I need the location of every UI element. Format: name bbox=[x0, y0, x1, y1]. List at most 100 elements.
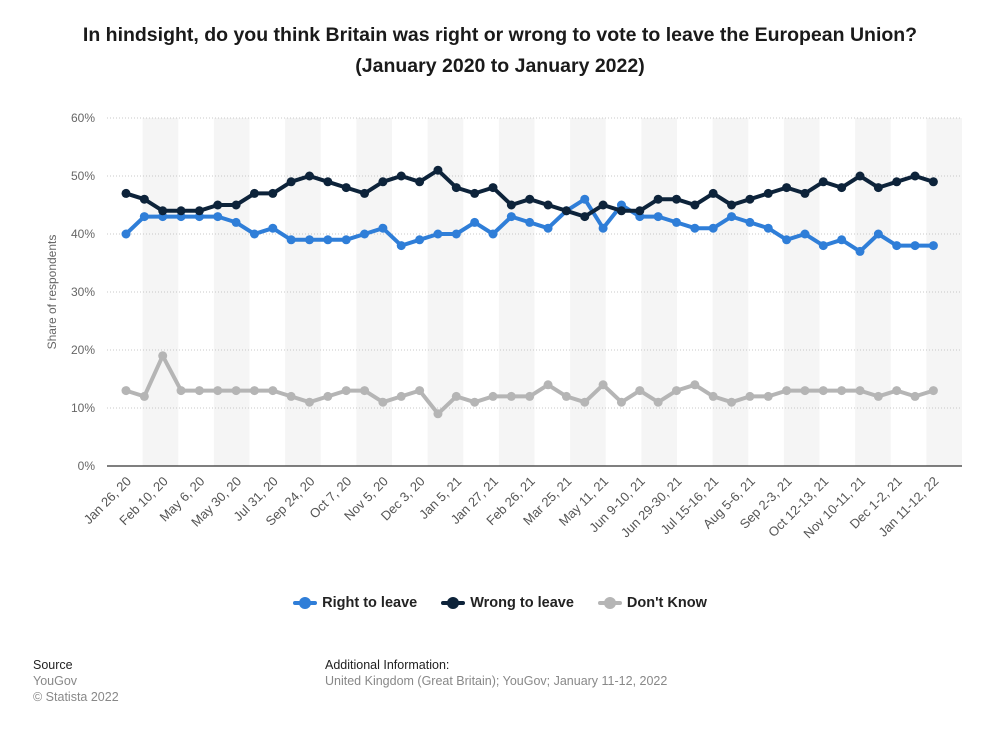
data-point-don-t-know[interactable] bbox=[525, 391, 535, 401]
data-point-right-to-leave[interactable] bbox=[451, 229, 461, 239]
data-point-don-t-know[interactable] bbox=[561, 391, 571, 401]
data-point-wrong-to-leave[interactable] bbox=[818, 177, 828, 187]
data-point-right-to-leave[interactable] bbox=[360, 229, 370, 239]
data-point-right-to-leave[interactable] bbox=[139, 212, 149, 222]
legend-item-dont-know[interactable]: Don't Know bbox=[597, 595, 707, 611]
data-point-don-t-know[interactable] bbox=[543, 380, 553, 390]
data-point-don-t-know[interactable] bbox=[433, 409, 443, 419]
data-point-right-to-leave[interactable] bbox=[378, 223, 388, 233]
data-point-wrong-to-leave[interactable] bbox=[249, 188, 259, 198]
data-point-wrong-to-leave[interactable] bbox=[433, 165, 443, 175]
data-point-wrong-to-leave[interactable] bbox=[360, 188, 370, 198]
data-point-don-t-know[interactable] bbox=[341, 386, 351, 396]
data-point-wrong-to-leave[interactable] bbox=[525, 194, 535, 204]
data-point-wrong-to-leave[interactable] bbox=[561, 206, 571, 216]
data-point-right-to-leave[interactable] bbox=[892, 241, 902, 251]
data-point-right-to-leave[interactable] bbox=[543, 223, 553, 233]
data-point-right-to-leave[interactable] bbox=[525, 217, 535, 227]
data-point-don-t-know[interactable] bbox=[470, 397, 480, 407]
data-point-don-t-know[interactable] bbox=[286, 391, 296, 401]
data-point-right-to-leave[interactable] bbox=[433, 229, 443, 239]
data-point-wrong-to-leave[interactable] bbox=[305, 171, 314, 181]
data-point-right-to-leave[interactable] bbox=[121, 229, 131, 239]
data-point-right-to-leave[interactable] bbox=[286, 235, 296, 245]
data-point-wrong-to-leave[interactable] bbox=[873, 183, 883, 193]
data-point-right-to-leave[interactable] bbox=[910, 241, 920, 251]
data-point-wrong-to-leave[interactable] bbox=[286, 177, 296, 187]
data-point-right-to-leave[interactable] bbox=[305, 235, 314, 245]
data-point-don-t-know[interactable] bbox=[305, 397, 314, 407]
data-point-don-t-know[interactable] bbox=[892, 386, 902, 396]
data-point-wrong-to-leave[interactable] bbox=[323, 177, 333, 187]
data-point-don-t-know[interactable] bbox=[653, 397, 663, 407]
data-point-wrong-to-leave[interactable] bbox=[800, 188, 810, 198]
data-point-don-t-know[interactable] bbox=[360, 386, 370, 396]
data-point-wrong-to-leave[interactable] bbox=[543, 200, 553, 210]
data-point-right-to-leave[interactable] bbox=[800, 229, 810, 239]
data-point-right-to-leave[interactable] bbox=[928, 241, 938, 251]
data-point-don-t-know[interactable] bbox=[873, 391, 883, 401]
data-point-don-t-know[interactable] bbox=[378, 397, 388, 407]
data-point-right-to-leave[interactable] bbox=[341, 235, 351, 245]
data-point-don-t-know[interactable] bbox=[928, 386, 938, 396]
data-point-right-to-leave[interactable] bbox=[323, 235, 333, 245]
data-point-right-to-leave[interactable] bbox=[653, 212, 663, 222]
data-point-right-to-leave[interactable] bbox=[727, 212, 737, 222]
data-point-wrong-to-leave[interactable] bbox=[837, 183, 847, 193]
data-point-wrong-to-leave[interactable] bbox=[782, 183, 792, 193]
data-point-don-t-know[interactable] bbox=[745, 391, 755, 401]
data-point-don-t-know[interactable] bbox=[727, 397, 737, 407]
data-point-wrong-to-leave[interactable] bbox=[341, 183, 351, 193]
data-point-right-to-leave[interactable] bbox=[818, 241, 828, 251]
data-point-right-to-leave[interactable] bbox=[231, 217, 241, 227]
data-point-wrong-to-leave[interactable] bbox=[727, 200, 737, 210]
data-point-wrong-to-leave[interactable] bbox=[415, 177, 425, 187]
data-point-wrong-to-leave[interactable] bbox=[488, 183, 498, 193]
data-point-wrong-to-leave[interactable] bbox=[194, 206, 204, 216]
data-point-right-to-leave[interactable] bbox=[396, 241, 406, 251]
data-point-don-t-know[interactable] bbox=[323, 391, 333, 401]
data-point-right-to-leave[interactable] bbox=[782, 235, 792, 245]
data-point-don-t-know[interactable] bbox=[690, 380, 700, 390]
data-point-wrong-to-leave[interactable] bbox=[121, 188, 131, 198]
data-point-don-t-know[interactable] bbox=[855, 386, 865, 396]
data-point-don-t-know[interactable] bbox=[616, 397, 626, 407]
data-point-right-to-leave[interactable] bbox=[580, 194, 590, 204]
data-point-right-to-leave[interactable] bbox=[213, 212, 223, 222]
data-point-wrong-to-leave[interactable] bbox=[580, 212, 590, 222]
data-point-wrong-to-leave[interactable] bbox=[158, 206, 168, 216]
data-point-wrong-to-leave[interactable] bbox=[635, 206, 645, 216]
data-point-wrong-to-leave[interactable] bbox=[690, 200, 700, 210]
data-point-don-t-know[interactable] bbox=[598, 380, 608, 390]
data-point-don-t-know[interactable] bbox=[139, 391, 149, 401]
data-point-right-to-leave[interactable] bbox=[506, 212, 516, 222]
data-point-right-to-leave[interactable] bbox=[763, 223, 773, 233]
data-point-right-to-leave[interactable] bbox=[855, 246, 865, 256]
data-point-right-to-leave[interactable] bbox=[598, 223, 608, 233]
data-point-wrong-to-leave[interactable] bbox=[231, 200, 241, 210]
data-point-wrong-to-leave[interactable] bbox=[378, 177, 388, 187]
data-point-don-t-know[interactable] bbox=[268, 386, 278, 396]
data-point-wrong-to-leave[interactable] bbox=[672, 194, 681, 204]
data-point-wrong-to-leave[interactable] bbox=[708, 188, 718, 198]
data-point-don-t-know[interactable] bbox=[580, 397, 590, 407]
data-point-don-t-know[interactable] bbox=[800, 386, 810, 396]
data-point-don-t-know[interactable] bbox=[635, 386, 645, 396]
data-point-right-to-leave[interactable] bbox=[672, 217, 681, 227]
data-point-wrong-to-leave[interactable] bbox=[598, 200, 608, 210]
data-point-don-t-know[interactable] bbox=[488, 391, 498, 401]
data-point-wrong-to-leave[interactable] bbox=[176, 206, 186, 216]
data-point-don-t-know[interactable] bbox=[708, 391, 718, 401]
data-point-don-t-know[interactable] bbox=[506, 391, 516, 401]
data-point-wrong-to-leave[interactable] bbox=[213, 200, 223, 210]
data-point-wrong-to-leave[interactable] bbox=[451, 183, 461, 193]
data-point-don-t-know[interactable] bbox=[782, 386, 792, 396]
data-point-don-t-know[interactable] bbox=[451, 391, 461, 401]
data-point-wrong-to-leave[interactable] bbox=[396, 171, 406, 181]
data-point-right-to-leave[interactable] bbox=[745, 217, 755, 227]
data-point-wrong-to-leave[interactable] bbox=[470, 188, 480, 198]
data-point-right-to-leave[interactable] bbox=[249, 229, 259, 239]
data-point-don-t-know[interactable] bbox=[121, 386, 131, 396]
data-point-don-t-know[interactable] bbox=[837, 386, 847, 396]
data-point-wrong-to-leave[interactable] bbox=[268, 188, 278, 198]
